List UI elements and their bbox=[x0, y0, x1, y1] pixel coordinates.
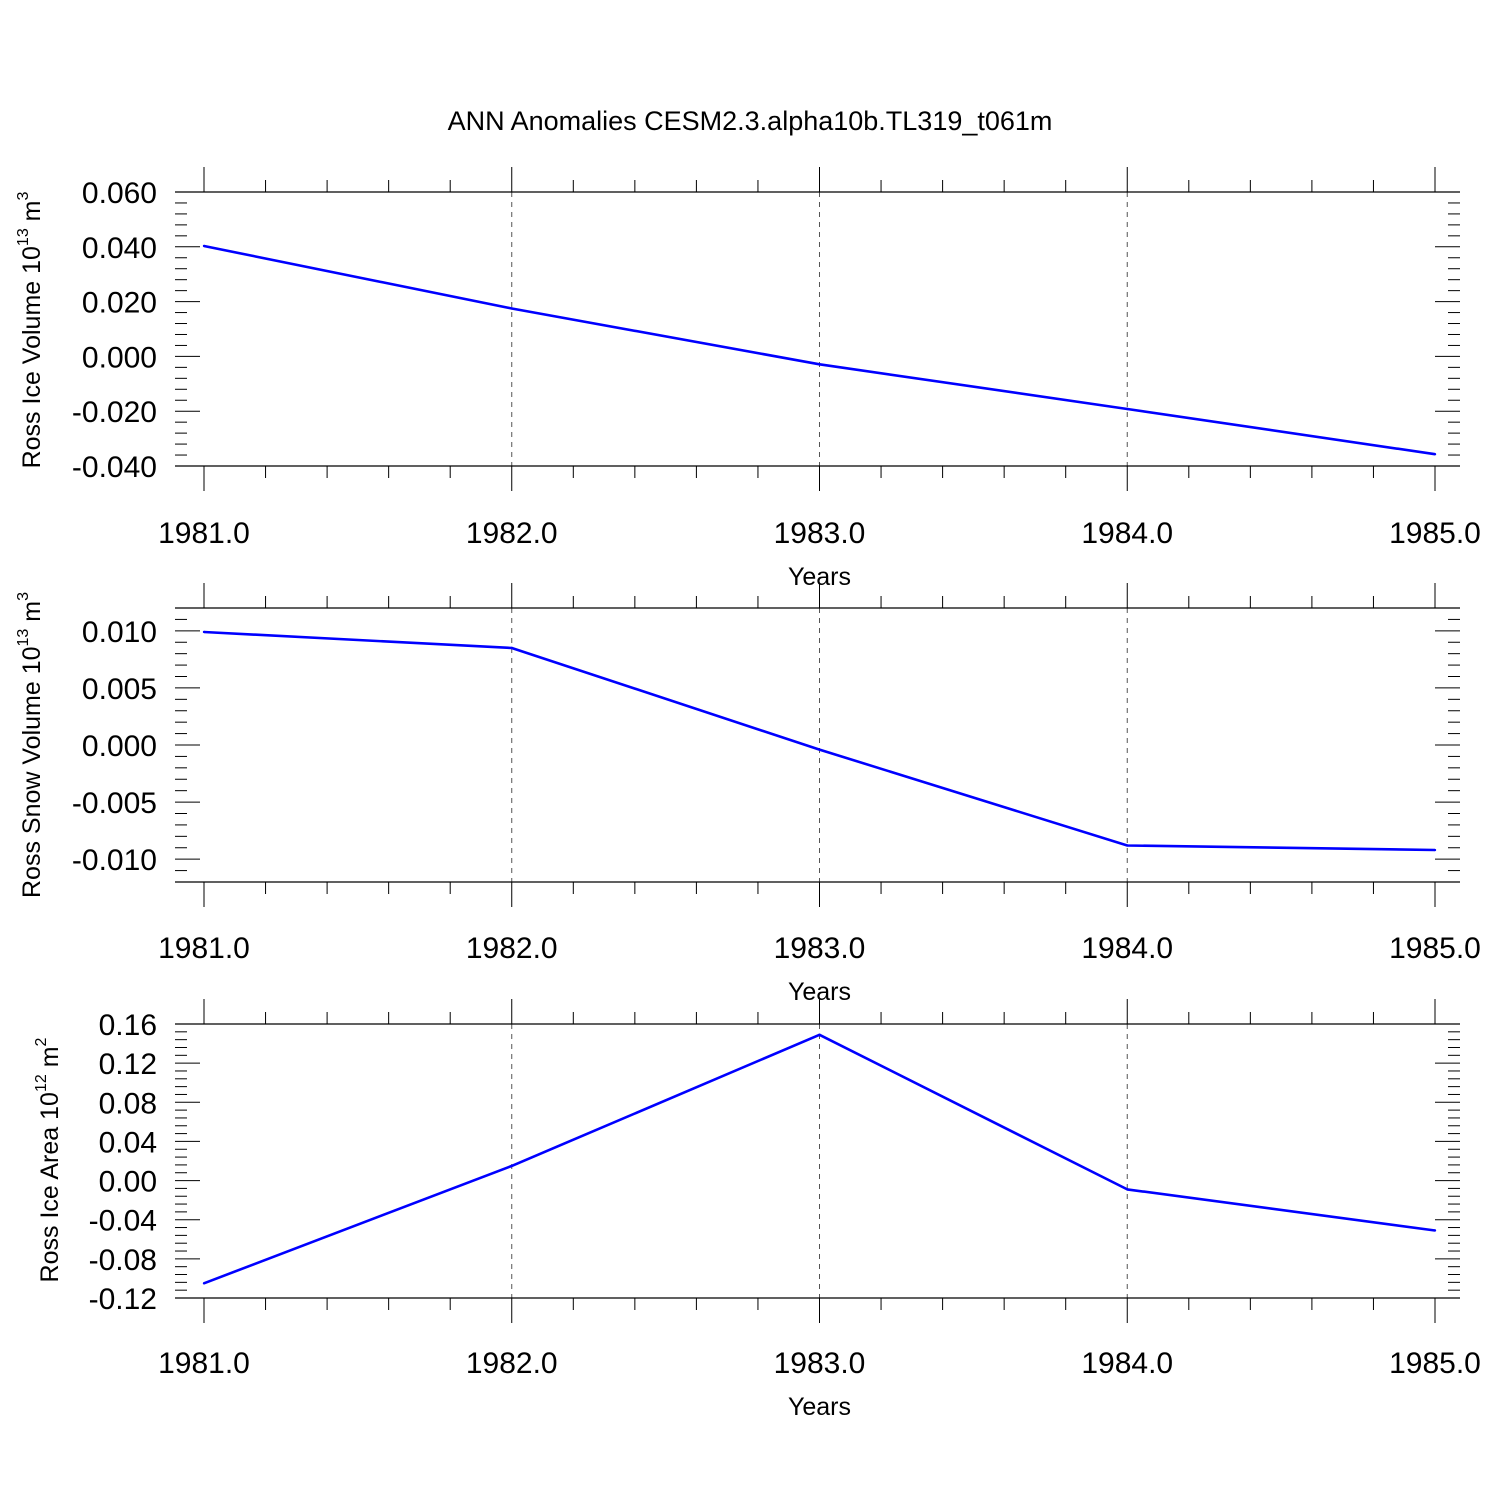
y-tick-label: 0.12 bbox=[99, 1048, 157, 1081]
x-tick-label: 1985.0 bbox=[1389, 1347, 1481, 1380]
y-tick-label: -0.08 bbox=[89, 1244, 157, 1277]
figure-title: ANN Anomalies CESM2.3.alpha10b.TL319_t06… bbox=[448, 106, 1053, 136]
panel-3: -0.12 -0.08 -0.04 0.00 0.04 0.08 0.12 0.16 1981.… bbox=[33, 999, 1481, 1421]
y-axis-title-text: Ross Snow Volume 10 bbox=[18, 646, 46, 898]
panel-2: -0.010 -0.005 0.000 0.005 0.010 1981.0 1982.0 1… bbox=[15, 583, 1481, 1006]
y-axis-title-text: m bbox=[36, 1046, 64, 1074]
y-axis-title-text: m bbox=[18, 200, 46, 228]
panel-1: -0.040 -0.020 0.000 0.020 0.040 0.060 1981.0 19… bbox=[15, 167, 1481, 591]
data-point bbox=[1126, 407, 1129, 411]
y-tick-label: 0.00 bbox=[99, 1166, 157, 1199]
x-tick-label: 1985.0 bbox=[1389, 517, 1481, 550]
x-tick-label: 1982.0 bbox=[466, 932, 558, 965]
data-point bbox=[510, 1164, 513, 1168]
x-tick-label: 1984.0 bbox=[1081, 932, 1173, 965]
y-axis-title: Ross Ice Volume 1013 m3 bbox=[15, 191, 46, 468]
data-point bbox=[1433, 848, 1437, 852]
x-tick-label: 1985.0 bbox=[1389, 932, 1481, 965]
data-point bbox=[510, 646, 513, 650]
x-tick-label: 1983.0 bbox=[774, 1347, 866, 1380]
x-tick-label: 1984.0 bbox=[1081, 517, 1173, 550]
data-point bbox=[1126, 1188, 1129, 1191]
y-tick-label: 0.000 bbox=[82, 341, 157, 374]
x-tick-label: 1983.0 bbox=[774, 517, 866, 550]
y-tick-label: -0.04 bbox=[89, 1205, 157, 1238]
y-axis-title: Ross Snow Volume 1013 m3 bbox=[15, 592, 46, 898]
x-axis-title: Years bbox=[788, 1393, 851, 1421]
y-tick-label: -0.005 bbox=[72, 787, 157, 820]
y-tick-label: -0.12 bbox=[89, 1283, 157, 1316]
y-tick-label: 0.060 bbox=[82, 177, 157, 210]
y-axis-title-text: m bbox=[18, 601, 46, 629]
y-tick-label: 0.010 bbox=[82, 616, 157, 649]
y-axis-title: Ross Ice Area 1012 m2 bbox=[33, 1037, 64, 1282]
data-point bbox=[202, 1282, 206, 1285]
x-tick-label: 1981.0 bbox=[158, 932, 250, 965]
data-point bbox=[1433, 1229, 1437, 1232]
y-axis-title-superscript: 12 bbox=[33, 1074, 50, 1092]
data-point bbox=[202, 244, 206, 248]
y-tick-label: 0.040 bbox=[82, 232, 157, 265]
y-tick-label: 0.000 bbox=[82, 730, 157, 763]
data-point bbox=[818, 363, 821, 366]
y-axis-title-superscript: 2 bbox=[33, 1037, 50, 1046]
y-axis-title-text: Ross Ice Area 10 bbox=[36, 1092, 64, 1282]
y-tick-label: 0.020 bbox=[82, 287, 157, 320]
x-tick-label: 1983.0 bbox=[774, 932, 866, 965]
y-tick-label: 0.08 bbox=[99, 1087, 157, 1120]
x-tick-label: 1982.0 bbox=[466, 517, 558, 550]
y-tick-label: 0.04 bbox=[99, 1126, 157, 1159]
y-tick-label: -0.040 bbox=[72, 451, 157, 484]
y-axis-title-superscript: 13 bbox=[15, 629, 32, 647]
data-point bbox=[818, 1033, 821, 1036]
y-tick-label: 0.16 bbox=[99, 1009, 157, 1042]
data-point bbox=[202, 630, 206, 634]
data-point bbox=[1433, 453, 1437, 456]
data-point bbox=[510, 307, 513, 310]
x-tick-label: 1981.0 bbox=[158, 1347, 250, 1380]
x-tick-label: 1981.0 bbox=[158, 517, 250, 550]
x-tick-label: 1984.0 bbox=[1081, 1347, 1173, 1380]
y-tick-label: 0.005 bbox=[82, 673, 157, 706]
y-tick-label: -0.010 bbox=[72, 844, 157, 877]
x-tick-label: 1982.0 bbox=[466, 1347, 558, 1380]
y-axis-title-superscript: 3 bbox=[15, 592, 32, 601]
y-axis-title-superscript: 3 bbox=[15, 191, 32, 200]
y-axis-title-text: Ross Ice Volume 10 bbox=[18, 246, 46, 468]
data-point bbox=[818, 748, 821, 751]
data-point bbox=[1126, 844, 1129, 847]
y-axis-title-superscript: 13 bbox=[15, 228, 32, 246]
y-tick-label: -0.020 bbox=[72, 396, 157, 429]
